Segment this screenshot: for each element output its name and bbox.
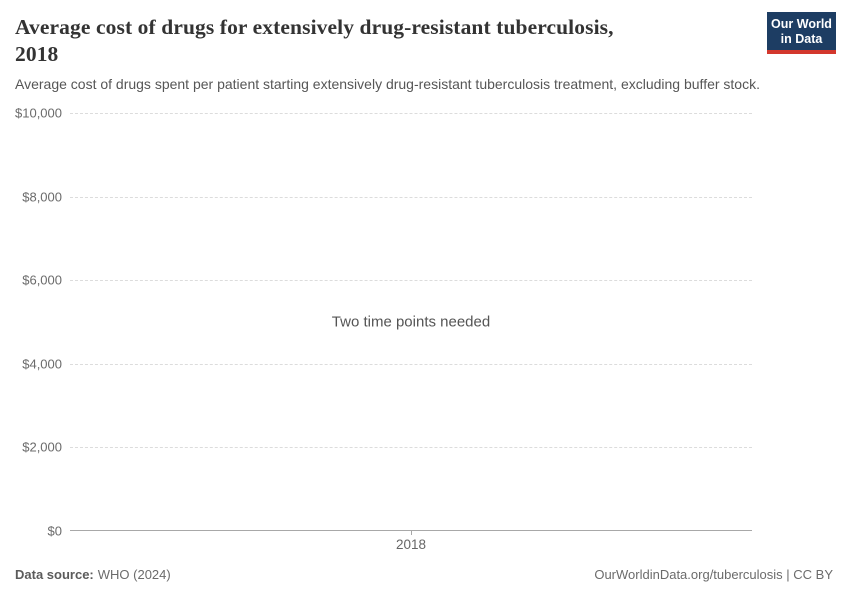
attribution: OurWorldinData.org/tuberculosis | CC BY [594, 567, 833, 582]
data-source-label: Data source: [15, 567, 94, 582]
x-tick-mark [411, 530, 412, 535]
owid-logo[interactable]: Our World in Data [767, 12, 836, 54]
y-tick-label: $2,000 [22, 439, 62, 455]
y-gridline [70, 447, 752, 449]
y-axis-labels: $0 $2,000 $4,000 $6,000 $8,000 $10,000 [0, 106, 62, 539]
x-tick-label: 2018 [395, 537, 427, 552]
chart-title-line1: Average cost of drugs for extensively dr… [15, 15, 614, 39]
chart-title-line2: 2018 [15, 42, 59, 66]
y-gridline [70, 113, 752, 114]
chart-subtitle: Average cost of drugs spent per patient … [15, 76, 760, 92]
y-gridline [70, 280, 752, 282]
y-gridline [70, 363, 752, 365]
data-source: Data source: WHO (2024) [15, 567, 171, 582]
y-tick-label: $8,000 [22, 189, 62, 205]
empty-state-message: Two time points needed [331, 313, 491, 331]
owid-logo-line2: in Data [780, 31, 823, 46]
x-axis: 2018 [70, 530, 752, 555]
chart-footer: Data source: WHO (2024) OurWorldinData.or… [15, 567, 833, 582]
owid-logo-line1: Our World [771, 17, 832, 31]
y-tick-label: $10,000 [15, 105, 62, 121]
y-tick-label: $0 [47, 523, 62, 539]
y-tick-label: $4,000 [22, 356, 62, 372]
data-source-value: WHO (2024) [97, 567, 171, 582]
plot-area: Two time points needed 2018 [70, 113, 752, 552]
y-tick-label: $6,000 [22, 272, 62, 288]
y-gridline [70, 196, 752, 198]
chart-title: Average cost of drugs for extensively dr… [15, 14, 755, 68]
x-axis-baseline [70, 530, 752, 531]
